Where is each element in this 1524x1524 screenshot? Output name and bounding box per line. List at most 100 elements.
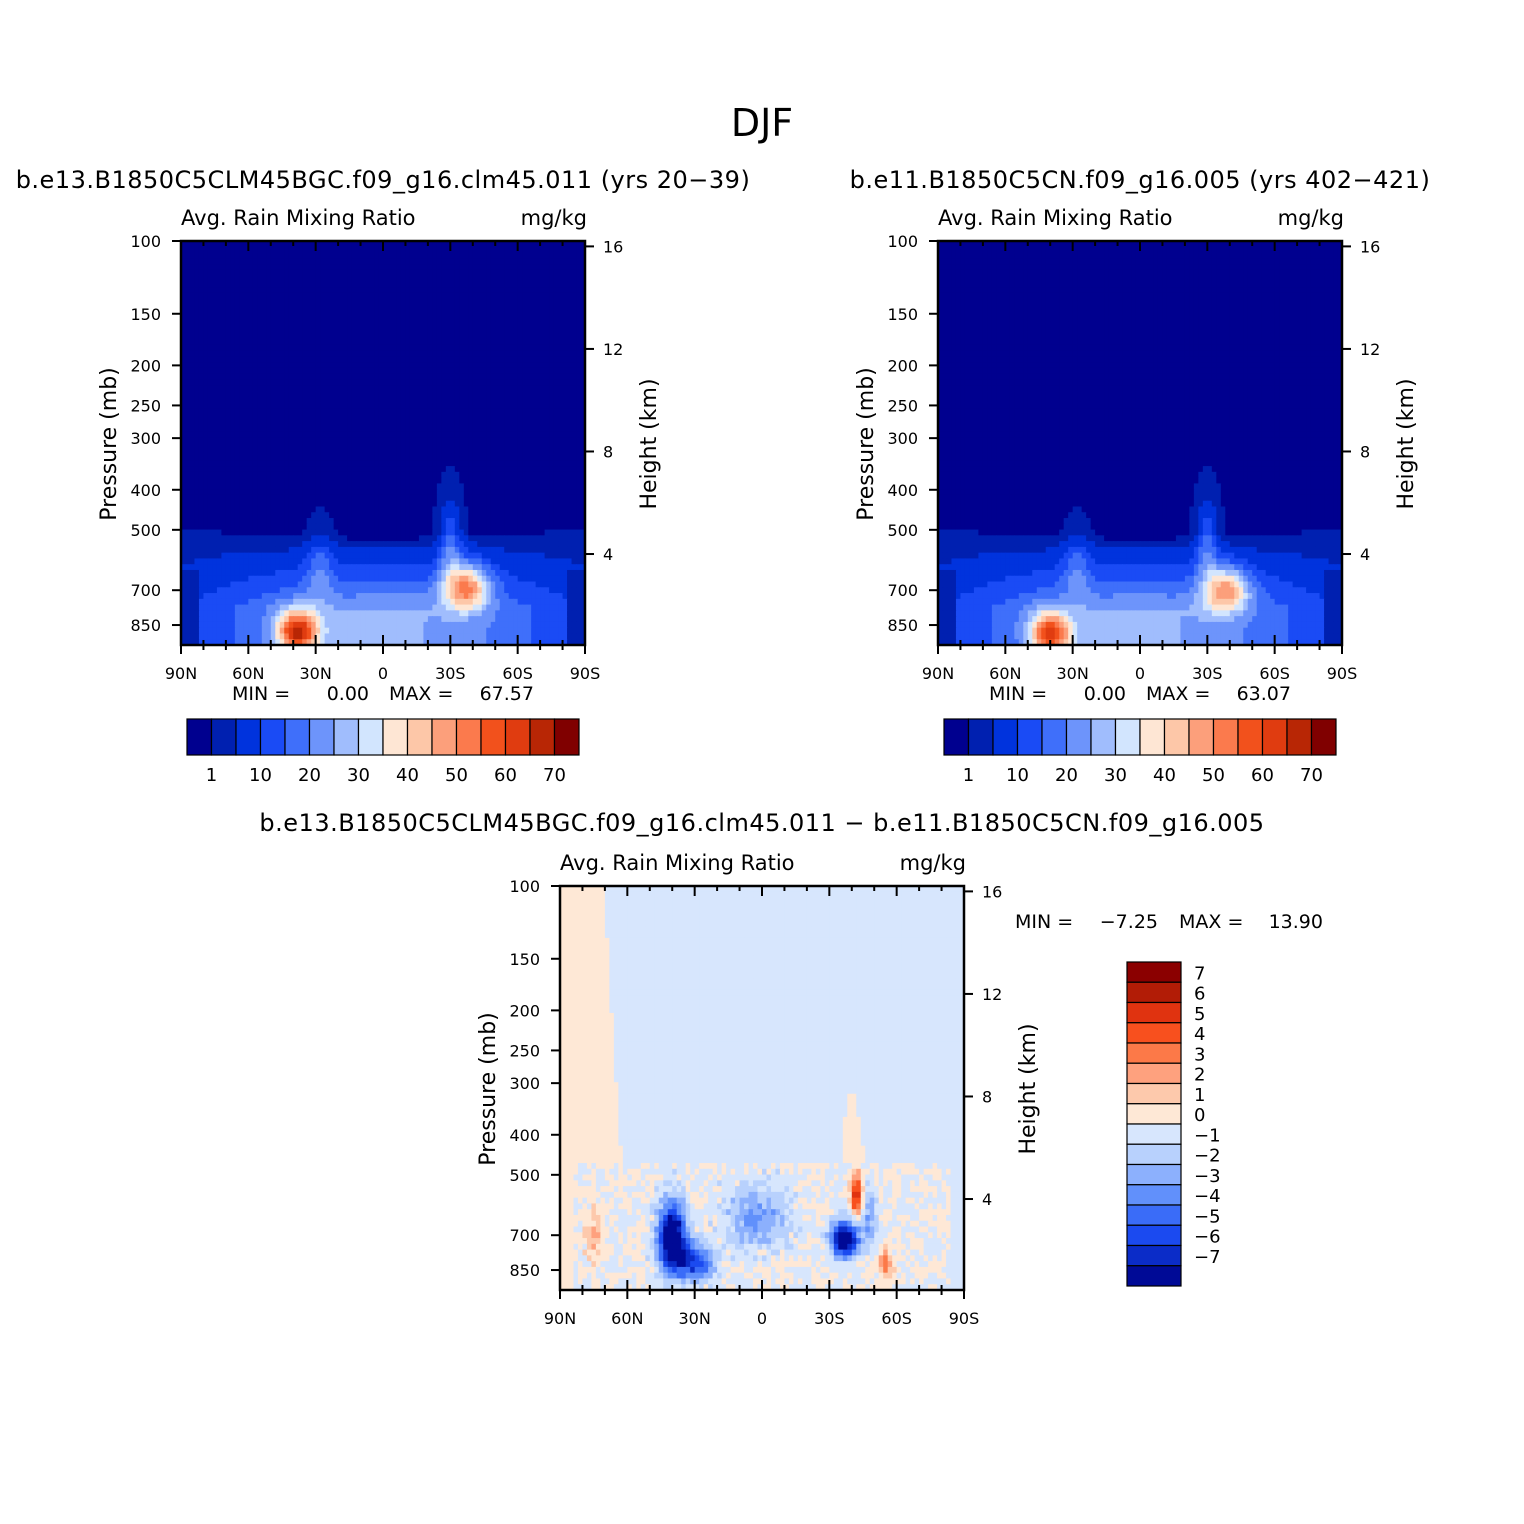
field-cell [351, 500, 357, 508]
field-cell [409, 298, 416, 306]
field-cell [427, 523, 433, 531]
field-cell [414, 252, 420, 259]
field-cell [374, 546, 380, 554]
field-cell [544, 373, 550, 381]
field-cell [306, 448, 312, 456]
field-cell [454, 454, 460, 461]
field-cell [396, 275, 402, 282]
field-cell [553, 367, 559, 375]
field-cell [423, 477, 429, 484]
field-cell [423, 512, 429, 519]
field-cell [517, 471, 523, 479]
field-cell [544, 281, 550, 288]
field-cell [531, 443, 537, 450]
field-cell [441, 391, 447, 398]
field-cell [338, 500, 344, 508]
field-cell [576, 264, 582, 271]
field-cell [576, 310, 582, 317]
field-cell [279, 448, 285, 456]
field-cell [207, 414, 214, 421]
field-cell [252, 275, 258, 282]
field-cell [423, 437, 429, 444]
field-cell [562, 246, 568, 254]
field-cell [580, 310, 586, 317]
field-cell [517, 437, 523, 444]
field-cell [396, 292, 402, 300]
field-cell [553, 321, 559, 329]
field-cell [365, 258, 371, 265]
field-cell [432, 350, 438, 358]
field-cell [342, 546, 348, 554]
field-cell [441, 281, 447, 288]
field-cell [243, 477, 249, 484]
field-cell [499, 391, 505, 398]
field-cell [409, 500, 416, 508]
field-cell [257, 246, 263, 254]
field-cell [230, 292, 236, 300]
field-cell [396, 362, 402, 369]
field-cell [567, 350, 573, 358]
field-cell [230, 287, 236, 294]
field-cell [225, 512, 231, 519]
field-cell [472, 327, 478, 334]
field-cell [495, 252, 501, 259]
field-cell [387, 535, 393, 542]
field-cell [315, 454, 321, 461]
field-cell [576, 408, 582, 415]
field-cell [374, 281, 380, 288]
field-cell [284, 327, 290, 334]
field-cell [495, 304, 501, 311]
field-cell [400, 333, 407, 340]
field-cell [450, 241, 456, 248]
field-cell [513, 281, 519, 288]
field-cell [522, 483, 528, 490]
field-cell [387, 494, 393, 502]
field-cell [266, 321, 272, 329]
field-cell [522, 252, 528, 259]
field-cell [275, 367, 281, 375]
field-cell [293, 350, 299, 358]
field-cell [477, 281, 483, 288]
field-cell [275, 241, 281, 248]
field-cell [181, 292, 187, 300]
field-cell [194, 552, 200, 560]
field-cell [405, 483, 411, 490]
field-cell [427, 419, 433, 427]
field-cell [378, 316, 384, 323]
field-cell [198, 344, 205, 352]
field-cell [383, 350, 389, 358]
field-cell [203, 281, 209, 288]
field-cell [266, 304, 272, 311]
field-cell [414, 454, 420, 461]
field-cell [351, 414, 357, 421]
field-cell [185, 321, 191, 329]
field-cell [544, 419, 550, 427]
field-cell [365, 344, 371, 352]
field-cell [513, 523, 519, 531]
field-cell [261, 419, 267, 427]
field-cell [562, 298, 568, 306]
field-cell [535, 402, 541, 409]
field-cell [562, 541, 568, 548]
field-cell [311, 367, 317, 375]
field-cell [391, 466, 398, 473]
field-cell [522, 443, 528, 450]
field-cell [320, 535, 326, 542]
field-cell [203, 466, 209, 473]
field-cell [252, 298, 258, 306]
field-cell [414, 483, 420, 490]
field-cell [374, 471, 380, 479]
field-cell [405, 523, 411, 531]
field-cell [293, 552, 299, 560]
field-cell [315, 425, 321, 433]
field-cell [275, 431, 281, 438]
field-cell [302, 471, 308, 479]
field-cell [315, 558, 321, 565]
field-cell [203, 541, 209, 548]
field-cell [302, 529, 308, 536]
field-cell [311, 310, 317, 317]
field-cell [329, 425, 335, 433]
field-cell [445, 529, 451, 536]
field-cell [400, 529, 407, 536]
field-cell [356, 356, 362, 363]
